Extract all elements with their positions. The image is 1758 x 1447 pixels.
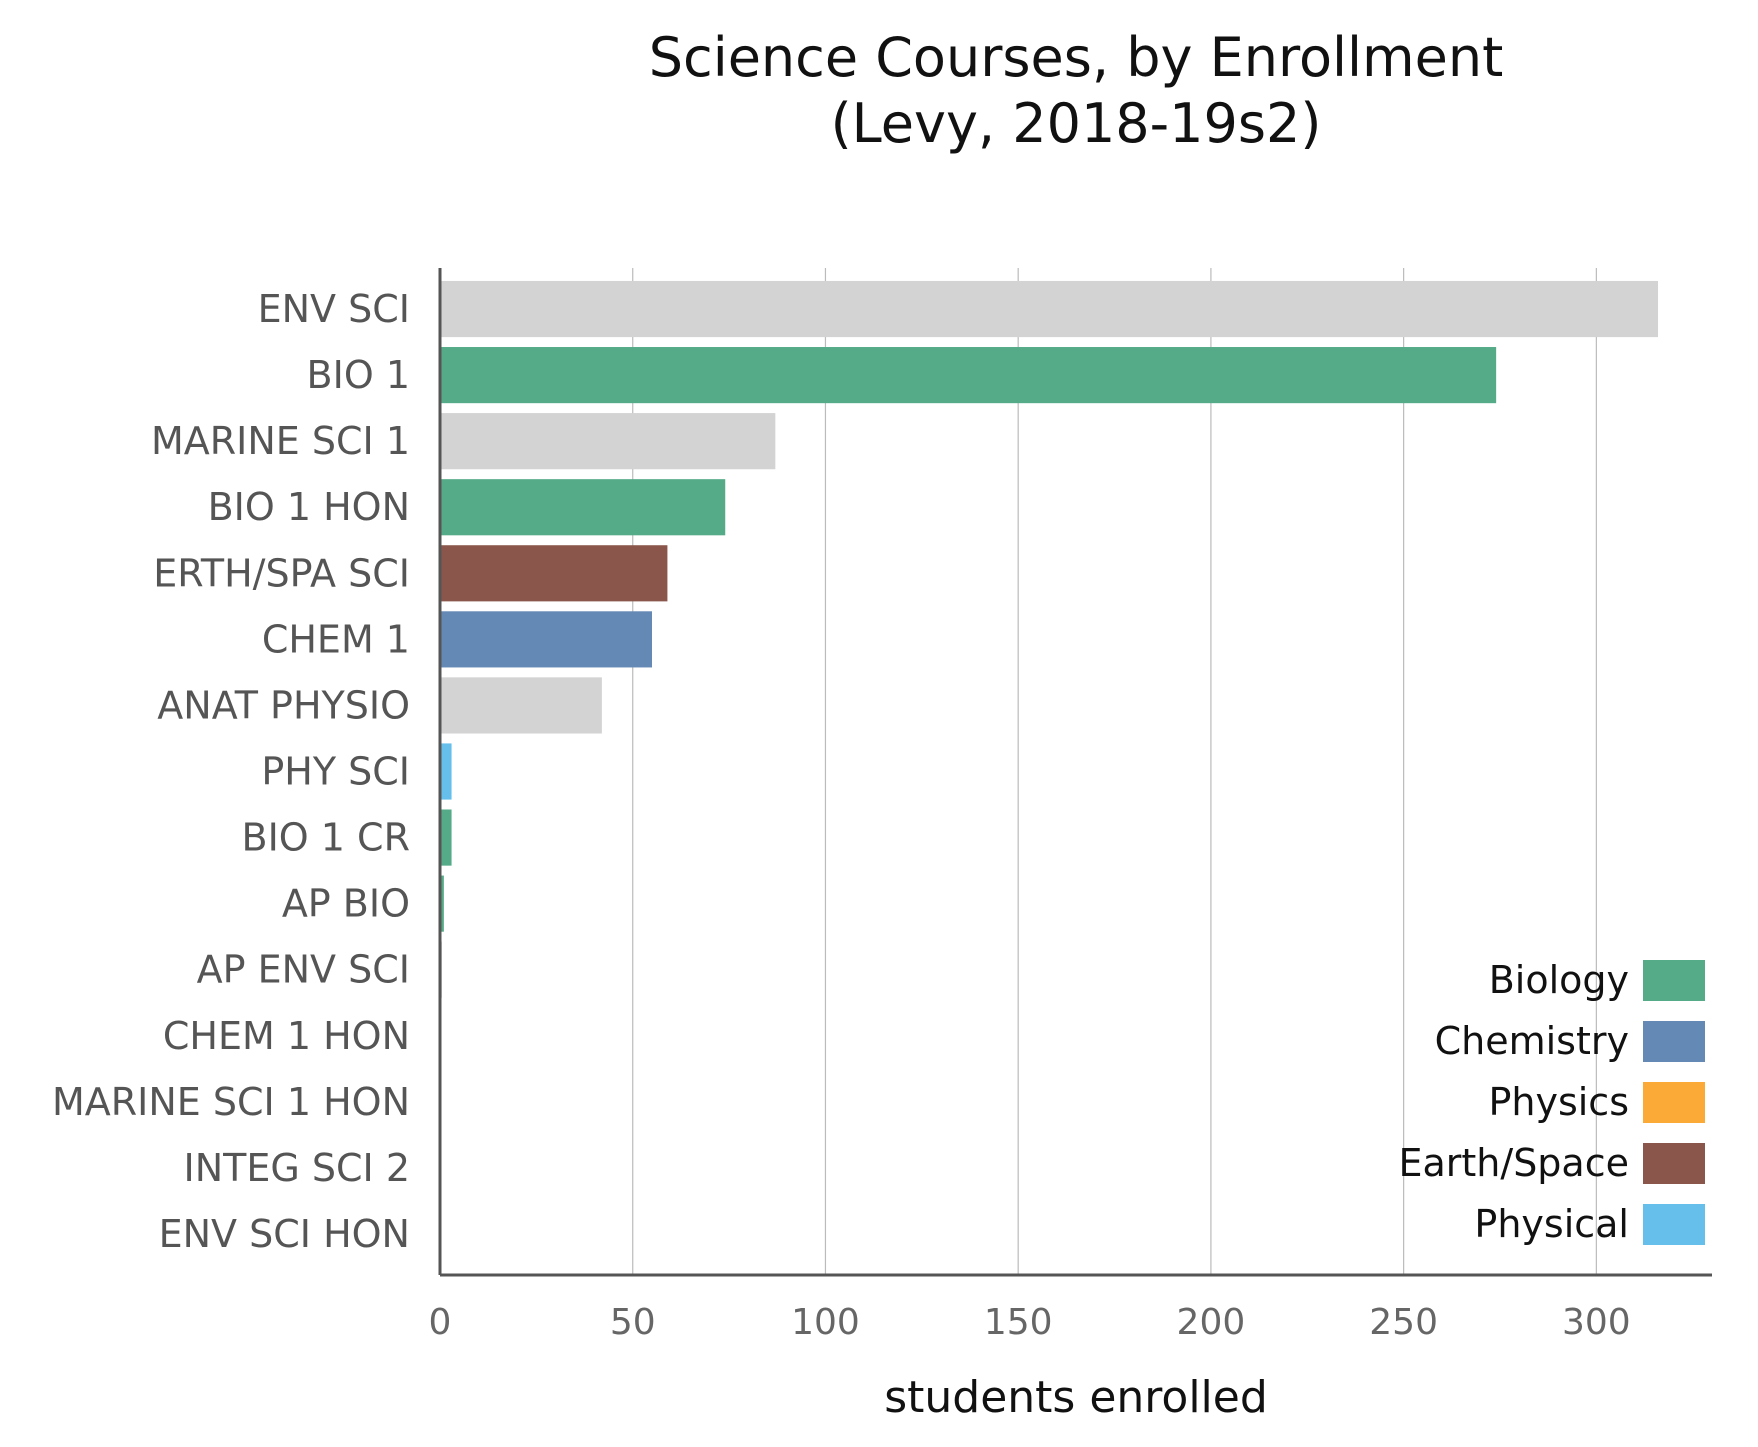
x-tick-label: 50 [610,1302,656,1343]
bar [440,743,452,800]
x-tick-label: 250 [1369,1302,1438,1343]
legend-label: Chemistry [1435,1019,1629,1063]
x-tick-label: 300 [1562,1302,1631,1343]
bar [440,280,1659,338]
bar [440,611,652,668]
chart-title-line-1: Science Courses, by Enrollment [649,26,1504,89]
x-tick-label: 100 [791,1302,860,1343]
legend-swatch [1643,1021,1705,1062]
category-label: INTEG SCI 2 [184,1146,411,1190]
category-label: CHEM 1 HON [163,1014,410,1058]
category-label: CHEM 1 [262,617,410,661]
category-label: MARINE SCI 1 HON [52,1080,410,1124]
x-tick-label: 0 [429,1302,452,1343]
legend-swatch [1643,960,1705,1001]
legend-swatch [1643,1204,1705,1245]
legend-label: Physical [1474,1202,1629,1246]
legend: Biology Chemistry Physics Earth/Space Physic… [1398,958,1705,1246]
x-tick-label: 150 [984,1302,1053,1343]
category-label: BIO 1 CR [242,816,410,860]
legend-label: Biology [1489,958,1629,1002]
category-label: ERTH/SPA SCI [153,551,410,595]
bar [440,347,1497,404]
category-label: ENV SCI HON [159,1212,410,1256]
category-label: BIO 1 [307,353,410,397]
category-label: ANAT PHYSIO [157,683,410,727]
legend-swatch [1643,1082,1705,1123]
category-label: AP BIO [282,882,410,926]
category-label: AP ENV SCI [197,948,410,992]
category-labels: ENV SCI BIO 1 MARINE SCI 1 BIO 1 HON ERTH/SP… [52,287,410,1256]
legend-label: Physics [1488,1080,1629,1124]
bar [440,479,726,536]
legend-label: Earth/Space [1398,1141,1629,1185]
category-label: ENV SCI [258,287,410,331]
bar [440,677,602,734]
category-label: MARINE SCI 1 [151,419,410,463]
bar [440,545,668,602]
x-tick-labels: 0 50 100 150 200 250 300 [429,1302,1631,1343]
bar [440,875,444,932]
gridlines [632,268,1597,1275]
chart-title-line-2: (Levy, 2018-19s2) [831,92,1322,155]
legend-swatch [1643,1143,1705,1184]
axes [438,268,1712,1277]
bar [440,413,776,470]
bars [440,280,1659,998]
category-label: BIO 1 HON [208,485,410,529]
x-axis-title: students enrolled [884,1372,1268,1423]
x-tick-label: 200 [1177,1302,1246,1343]
category-label: PHY SCI [261,750,410,794]
bar [440,809,452,866]
